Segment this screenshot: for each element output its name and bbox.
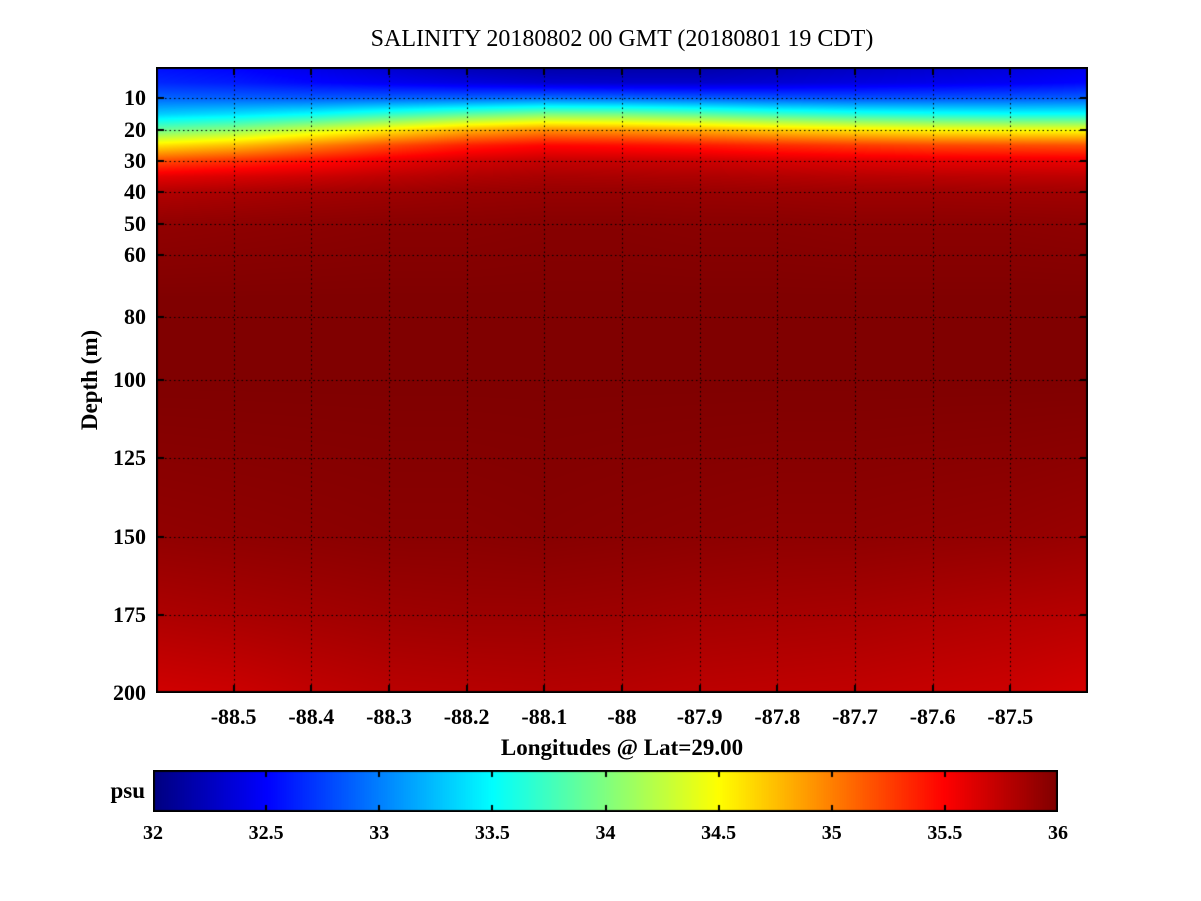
y-tick-label: 10	[124, 85, 146, 111]
y-tick-label: 60	[124, 241, 146, 267]
y-tick-label: 150	[113, 523, 146, 549]
x-tick-label: -88.1	[521, 704, 568, 729]
y-tick-label: 175	[113, 601, 146, 627]
colorbar-tick-label: 35	[821, 822, 842, 844]
x-tick-label: -87.9	[676, 704, 723, 729]
x-tick-label: -87.8	[754, 704, 801, 729]
y-tick-label: 125	[113, 445, 146, 471]
x-tick-label: -87.7	[832, 704, 878, 729]
colorbar-tick-label: 33	[369, 822, 390, 844]
y-tick-label: 20	[124, 116, 146, 142]
x-tick-label: -87.5	[987, 704, 1034, 729]
y-tick-label: 30	[124, 147, 146, 173]
chart-title: SALINITY 20180802 00 GMT (20180801 19 CD…	[370, 26, 874, 52]
colorbar-tick-label: 35.5	[927, 822, 963, 844]
y-tick-label: 80	[124, 304, 146, 330]
x-tick-label: -88.3	[366, 704, 412, 729]
colorbar-unit-label: psu	[110, 778, 145, 803]
colorbar-tick-label: 33.5	[474, 822, 510, 844]
x-tick-label: -87.6	[909, 704, 956, 729]
colorbar-tick-label: 34.5	[701, 822, 737, 844]
colorbar-tick-label: 34	[595, 822, 616, 844]
colorbar	[153, 770, 1058, 812]
y-tick-label: 50	[124, 210, 146, 236]
x-tick-label: -88.2	[443, 704, 490, 729]
y-tick-label: 40	[124, 179, 146, 205]
y-tick-label: 100	[113, 367, 146, 392]
heatmap-plot	[156, 67, 1088, 693]
colorbar-tick-label: 32.5	[248, 822, 284, 844]
x-tick-label: -88.5	[210, 704, 257, 729]
x-tick-label: -88	[607, 704, 637, 729]
y-tick-label: 200	[113, 680, 146, 705]
colorbar-tick-label: 36	[1048, 822, 1068, 844]
colorbar-tick-label: 32	[143, 822, 163, 844]
x-axis-label: Longitudes @ Lat=29.00	[500, 735, 744, 760]
x-tick-label: -88.4	[288, 704, 335, 729]
